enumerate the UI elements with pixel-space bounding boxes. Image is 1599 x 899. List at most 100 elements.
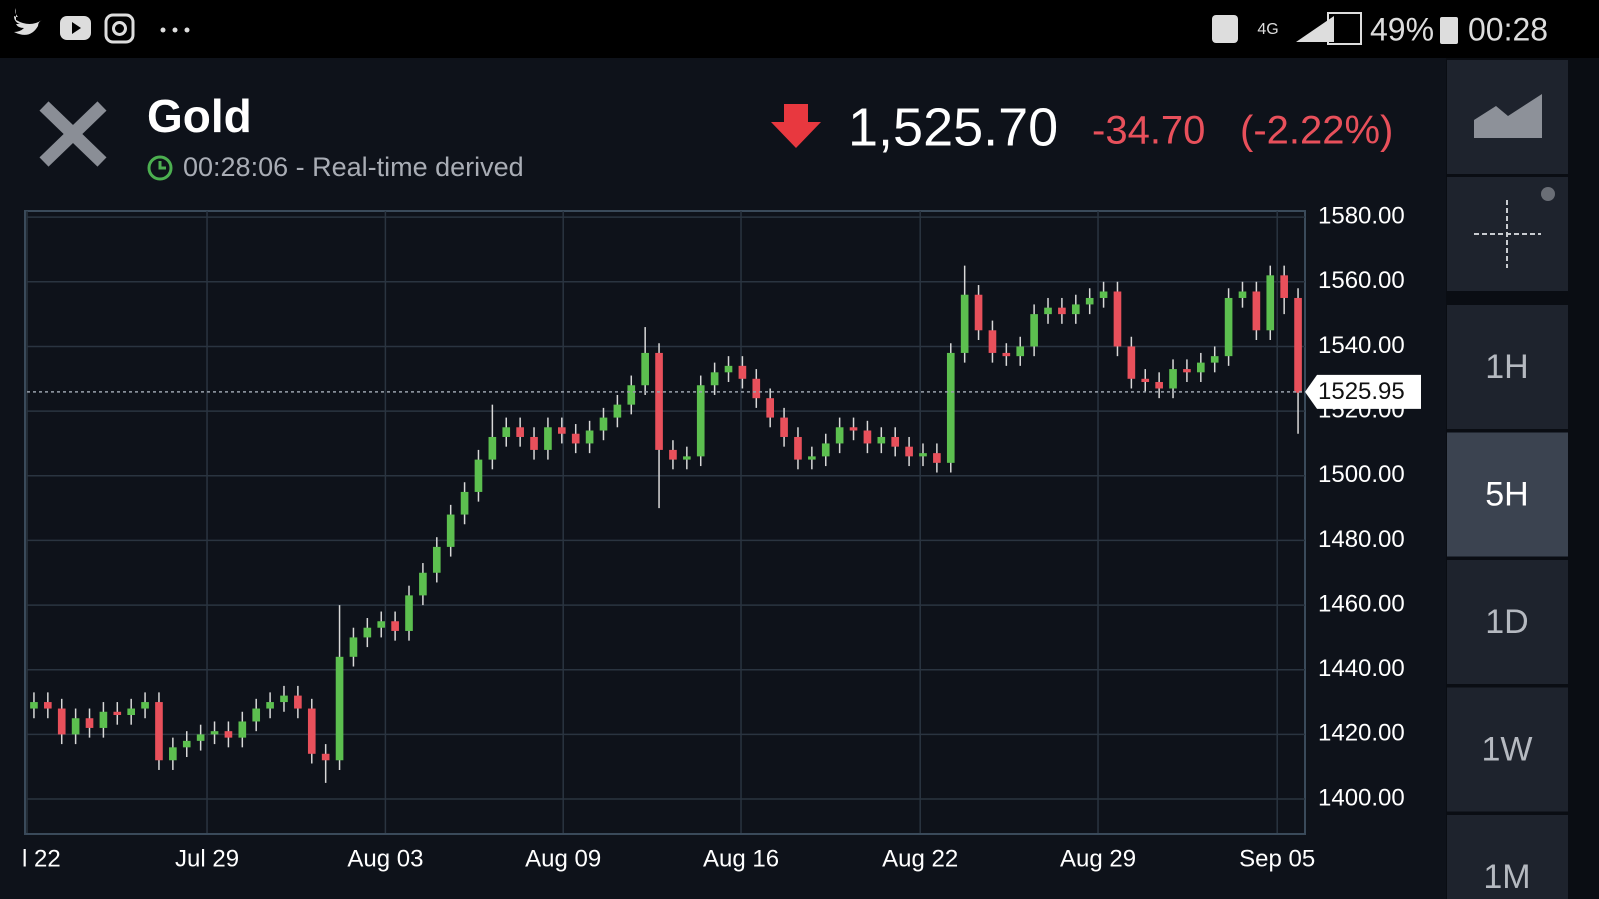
candle-body — [405, 595, 413, 631]
clock-hands — [158, 161, 166, 170]
candle-body — [1058, 307, 1066, 315]
candle-body — [1127, 346, 1136, 379]
area-chart-icon — [1474, 94, 1542, 138]
candle-body — [891, 436, 900, 447]
plot-frame — [24, 210, 1306, 835]
signal-icon — [1296, 16, 1334, 42]
candle-body — [141, 702, 149, 709]
candle-body — [349, 637, 358, 657]
candle-body — [419, 572, 427, 596]
candle-body — [30, 702, 38, 709]
x-tick-label: Jul 29 — [175, 845, 239, 872]
candle-body — [780, 417, 788, 437]
x-tick-label: l 22 — [22, 845, 61, 872]
x-tick-label: Aug 29 — [1060, 845, 1136, 872]
candle-body — [1155, 382, 1163, 389]
y-tick-label: 1560.00 — [1318, 267, 1405, 294]
candle-body — [641, 352, 649, 386]
candle-body — [321, 753, 330, 761]
crosshair-icon — [1474, 200, 1541, 268]
dot — [184, 27, 190, 33]
time: 00:28:06 — [183, 152, 288, 182]
y-tick-label: 1460.00 — [1318, 590, 1405, 617]
interval-label: 1H — [1485, 348, 1528, 386]
price: 1,525.70 — [848, 97, 1058, 157]
change: -34.70 — [1092, 109, 1205, 153]
status-bar — [0, 0, 1599, 58]
instagram-icon — [104, 13, 135, 44]
close-button[interactable] — [39, 101, 107, 167]
candle-body — [627, 385, 636, 405]
twitter-icon — [14, 8, 42, 35]
candle-body — [363, 627, 372, 638]
candle-body — [1252, 291, 1261, 331]
candle-body — [1183, 369, 1191, 373]
candle-body — [1280, 275, 1288, 298]
candle-body — [432, 546, 441, 573]
candle-body — [613, 404, 622, 418]
candle-body — [696, 385, 705, 457]
candle-body — [1085, 297, 1094, 305]
quote-time: 00:28:06 - Real-time derived — [183, 152, 524, 182]
indicator-dot — [1541, 187, 1555, 201]
instagram-lens — [112, 21, 127, 36]
candle-body — [821, 443, 830, 457]
candle-body — [738, 365, 747, 379]
battery-level: 49% — [1370, 11, 1434, 47]
candle-body — [835, 427, 844, 444]
candle-body — [794, 436, 802, 460]
candle-body — [974, 294, 983, 331]
interval-button[interactable] — [1447, 432, 1568, 557]
call-icon — [1212, 15, 1238, 43]
candle-body — [946, 352, 955, 463]
candle-body — [44, 702, 52, 709]
signal-icon-2 — [1327, 12, 1362, 45]
candle-body — [488, 436, 497, 460]
dot — [160, 27, 166, 33]
clock-icon — [147, 155, 173, 181]
candle-body — [571, 433, 580, 444]
candle-body — [99, 711, 108, 728]
candle-body — [905, 446, 913, 457]
source: - Real-time derived — [296, 152, 524, 182]
youtube-play — [72, 22, 81, 34]
candle-body — [1141, 378, 1150, 383]
interval-button[interactable] — [1447, 687, 1568, 812]
candle-body — [155, 702, 163, 761]
candle-body — [1016, 346, 1025, 357]
candle-body — [196, 734, 205, 741]
interval-label: 1D — [1485, 603, 1528, 641]
candle-body — [1113, 291, 1122, 347]
candle-body — [530, 436, 538, 450]
interval-button[interactable] — [1447, 815, 1568, 899]
candle-body — [724, 365, 733, 373]
interval-button[interactable] — [1447, 305, 1568, 429]
candle-body — [849, 427, 858, 431]
main-panel — [0, 58, 1446, 899]
candle-body — [335, 656, 344, 761]
candle-body — [877, 436, 886, 444]
interval-label: 1W — [1482, 730, 1533, 768]
x-tick-label: Aug 22 — [882, 845, 958, 872]
candle-body — [57, 708, 66, 735]
candle-body — [474, 459, 483, 492]
candle-body — [460, 491, 469, 515]
candle-body — [1238, 291, 1247, 298]
candle-body — [544, 427, 552, 450]
candle-body — [1099, 291, 1108, 298]
down-arrow — [771, 104, 821, 148]
candle-body — [446, 514, 455, 547]
instrument-title: Gold — [147, 90, 252, 142]
candle-body — [1044, 307, 1052, 315]
candle-body — [391, 621, 399, 631]
candle-body — [224, 731, 233, 738]
candle-body — [557, 427, 566, 434]
candle-body — [1266, 275, 1275, 331]
interval-button[interactable] — [1447, 560, 1568, 684]
x-tick-label: Sep 05 — [1239, 845, 1315, 872]
candle-body — [960, 294, 969, 353]
candle-body — [1071, 304, 1080, 315]
candle-body — [294, 695, 302, 709]
